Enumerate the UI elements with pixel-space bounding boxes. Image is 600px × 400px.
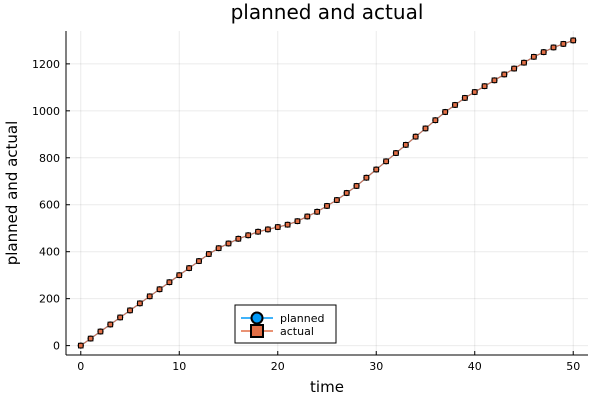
data-point-actual xyxy=(107,321,114,328)
x-tick-label: 0 xyxy=(77,360,84,373)
data-point-actual xyxy=(531,54,537,60)
data-point-actual xyxy=(265,226,271,233)
data-point-actual xyxy=(206,251,212,257)
data-point-actual xyxy=(127,307,133,314)
y-tick-label: 1200 xyxy=(32,58,60,71)
data-point-actual xyxy=(225,240,232,247)
data-point-actual xyxy=(245,232,252,239)
data-point-actual xyxy=(393,150,399,156)
data-point-actual xyxy=(166,279,173,286)
data-point-actual xyxy=(294,218,301,224)
data-point-actual xyxy=(471,89,478,95)
data-point-actual xyxy=(324,203,330,209)
data-point-actual xyxy=(186,265,192,271)
data-point-actual xyxy=(196,258,202,264)
x-tick-label: 10 xyxy=(172,360,186,373)
axes: 0 10 20 30 40 50 0 200 400 600 800 1000 1200 xyxy=(32,31,588,373)
series-line-planned xyxy=(80,39,574,347)
series-layer xyxy=(77,37,577,349)
data-point-actual xyxy=(462,95,468,101)
data-point-actual xyxy=(363,174,370,181)
data-point-actual xyxy=(274,224,281,230)
y-tick-label: 0 xyxy=(53,340,60,353)
data-point-actual xyxy=(343,190,350,196)
data-point-actual xyxy=(511,65,517,72)
data-point-actual xyxy=(432,117,439,124)
data-point-actual xyxy=(304,213,311,220)
data-point-actual xyxy=(383,158,389,165)
data-point-actual xyxy=(176,272,183,278)
data-point-actual xyxy=(402,142,409,148)
data-point-actual xyxy=(314,208,320,215)
data-point-actual xyxy=(215,245,222,251)
data-point-actual xyxy=(97,328,104,335)
data-point-actual xyxy=(412,133,419,140)
legend-label-planned: planned xyxy=(280,312,324,325)
y-axis-label: planned and actual xyxy=(3,121,21,266)
x-tick-label: 50 xyxy=(566,360,580,373)
data-point-actual xyxy=(452,102,458,108)
grid xyxy=(66,31,588,355)
data-point-actual xyxy=(481,83,488,89)
y-tick-label: 400 xyxy=(39,246,60,259)
data-point-actual xyxy=(570,37,577,44)
data-point-actual xyxy=(442,109,448,115)
data-point-actual xyxy=(77,342,84,349)
data-point-actual xyxy=(284,221,291,228)
data-point-actual xyxy=(334,197,340,203)
x-tick-label: 30 xyxy=(369,360,383,373)
data-point-actual xyxy=(422,125,429,132)
data-point-actual xyxy=(87,335,94,342)
data-point-actual xyxy=(235,235,242,242)
data-point-actual xyxy=(353,183,360,189)
y-tick-label: 200 xyxy=(39,293,60,306)
legend-marker-planned xyxy=(250,311,264,325)
data-point-actual xyxy=(491,77,498,84)
chart-title: planned and actual xyxy=(231,0,424,24)
data-point-actual xyxy=(560,41,567,47)
legend-marker-actual xyxy=(250,324,264,338)
y-tick-label: 1000 xyxy=(32,105,60,118)
y-tick-label: 600 xyxy=(39,199,60,212)
series-line-actual xyxy=(80,39,574,347)
x-axis-label: time xyxy=(310,378,344,396)
data-point-actual xyxy=(137,300,143,307)
x-tick-label: 20 xyxy=(271,360,285,373)
data-point-actual xyxy=(146,293,153,300)
data-point-actual xyxy=(501,71,508,78)
data-point-actual xyxy=(373,166,380,173)
x-tick-label: 40 xyxy=(468,360,482,373)
legend-label-actual: actual xyxy=(280,325,314,338)
data-point-actual xyxy=(521,59,527,66)
data-point-actual xyxy=(550,44,557,51)
data-point-actual xyxy=(255,228,261,235)
data-point-actual xyxy=(156,286,163,293)
data-point-actual xyxy=(117,314,123,321)
data-point-actual xyxy=(540,49,547,55)
y-tick-label: 800 xyxy=(39,152,60,165)
